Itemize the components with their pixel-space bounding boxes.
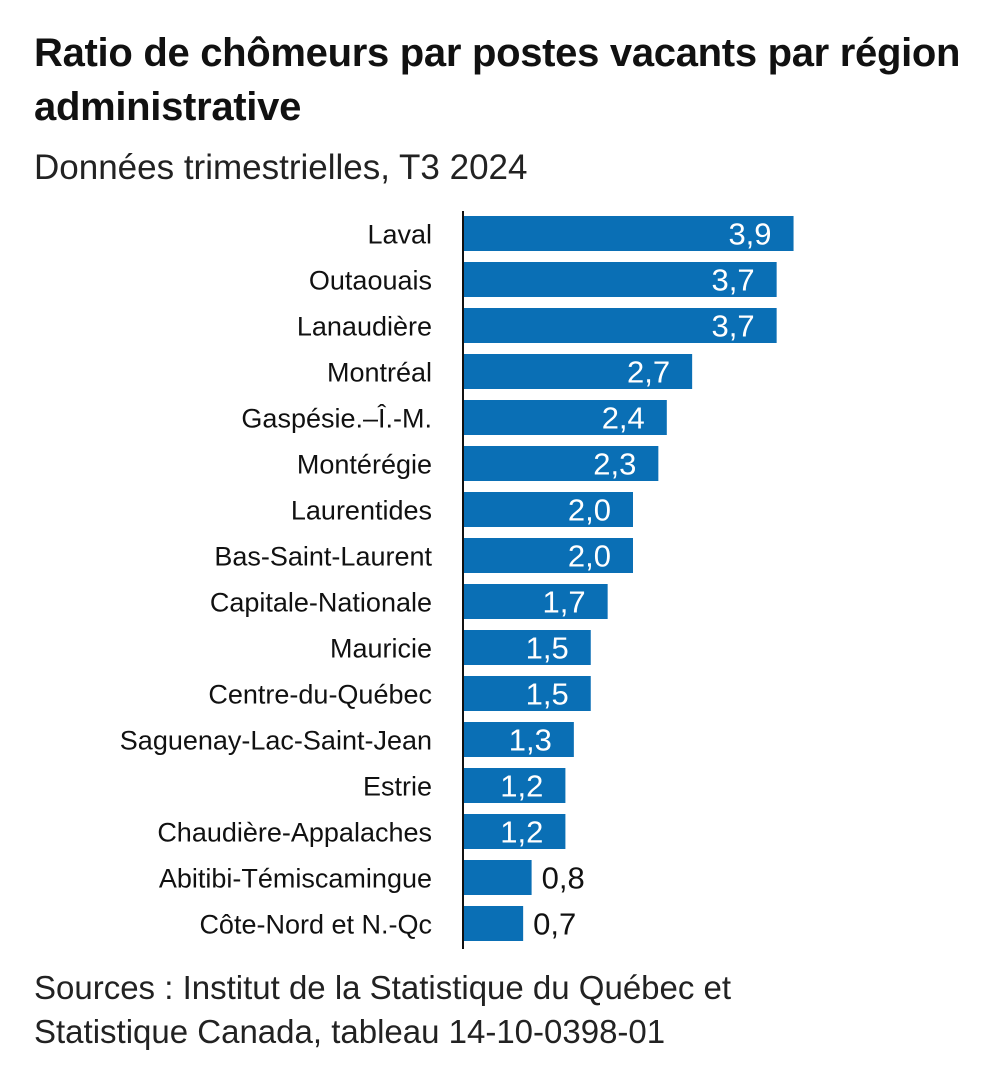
bar-chart: Laval 3,9 Outaouais 3,7 Lanaudière 3,7 Montréa… — [120, 211, 794, 949]
bar-6 — [464, 492, 633, 527]
value-label: 3,7 — [712, 309, 755, 344]
value-label: 2,7 — [627, 355, 670, 390]
value-label: 1,2 — [500, 769, 543, 804]
category-label: Abitibi-Témiscamingue — [159, 864, 432, 894]
category-label: Centre-du-Québec — [208, 680, 432, 710]
value-label: 2,4 — [602, 401, 645, 436]
category-label: Laval — [367, 220, 432, 250]
bar-14 — [464, 860, 532, 895]
value-label: 3,7 — [712, 263, 755, 298]
category-label: Chaudière-Appalaches — [157, 818, 432, 848]
value-label: 1,7 — [543, 585, 586, 620]
bar-9 — [464, 630, 591, 665]
value-label: 2,0 — [568, 539, 611, 574]
bar-1 — [464, 262, 777, 297]
value-label: 0,7 — [533, 907, 576, 942]
chart-subtitle: Données trimestrielles, T3 2024 — [34, 148, 528, 187]
value-label: 2,0 — [568, 493, 611, 528]
source-note: Sources : Institut de la Statistique du … — [34, 966, 984, 1054]
category-label: Montréal — [327, 358, 432, 388]
category-label: Gaspésie.–Î.-M. — [241, 403, 432, 434]
value-label: 2,3 — [593, 447, 636, 482]
category-label: Saguenay-Lac-Saint-Jean — [120, 726, 432, 756]
bar-15 — [464, 906, 524, 941]
bar-11 — [464, 722, 574, 757]
value-label: 1,3 — [509, 723, 552, 758]
bar-12 — [464, 768, 566, 803]
category-label: Laurentides — [291, 496, 432, 526]
bar-10 — [464, 676, 591, 711]
source-line-2: Statistique Canada, tableau 14-10-0398-0… — [34, 1013, 666, 1050]
bar-5 — [464, 446, 659, 481]
category-label: Lanaudière — [297, 312, 432, 342]
bar-7 — [464, 538, 633, 573]
bar-8 — [464, 584, 608, 619]
bar-13 — [464, 814, 566, 849]
value-label: 0,8 — [542, 861, 585, 896]
category-label: Côte-Nord et N.-Qc — [199, 910, 432, 940]
value-label: 1,2 — [500, 815, 543, 850]
category-label: Estrie — [363, 772, 432, 802]
bar-3 — [464, 354, 693, 389]
bar-0 — [464, 216, 794, 251]
category-label: Montérégie — [297, 450, 432, 480]
value-label: 3,9 — [728, 217, 771, 252]
category-label: Bas-Saint-Laurent — [214, 542, 432, 572]
value-label: 1,5 — [526, 631, 569, 666]
category-label: Mauricie — [330, 634, 432, 664]
source-line-1: Sources : Institut de la Statistique du … — [34, 969, 732, 1006]
value-label: 1,5 — [526, 677, 569, 712]
bar-4 — [464, 400, 667, 435]
bars-group: Laval 3,9 Outaouais 3,7 Lanaudière 3,7 Montréa… — [120, 216, 794, 942]
category-label: Outaouais — [309, 266, 432, 296]
bar-2 — [464, 308, 777, 343]
chart-title: Ratio de chômeurs par postes vacants par… — [34, 31, 961, 129]
category-label: Capitale-Nationale — [210, 588, 432, 618]
